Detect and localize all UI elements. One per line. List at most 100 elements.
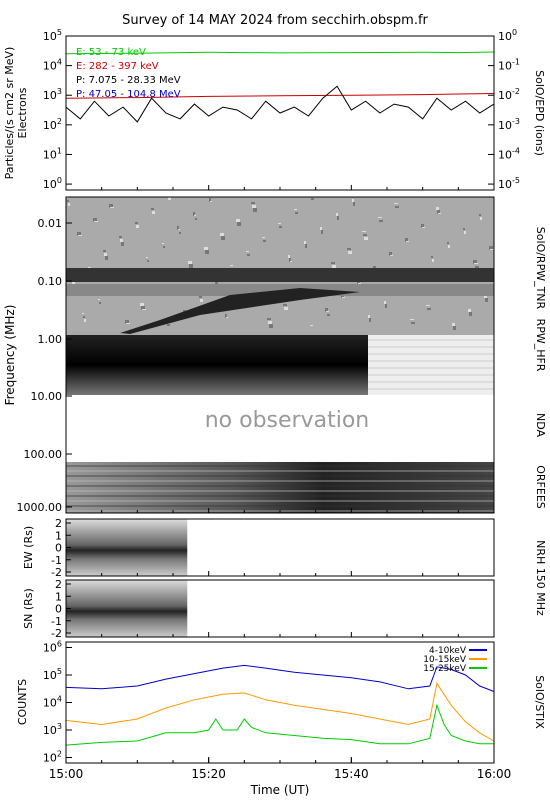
epd-ytick-right-label: 10-5	[498, 176, 520, 191]
tnr-speckle	[225, 314, 227, 318]
stix-ylabel: COUNTS	[16, 679, 29, 725]
tnr-speckle	[253, 208, 257, 212]
stix-ytick-label: 102	[43, 750, 62, 765]
epd-series-line	[65, 93, 495, 99]
stix-legend-entry: 15-25keV	[423, 664, 467, 674]
x-tick-label: 15:40	[334, 767, 369, 781]
tnr-speckle	[147, 260, 149, 262]
tnr-speckle	[167, 324, 170, 326]
tnr-speckle	[394, 203, 398, 204]
epd-ytick-label: 102	[43, 117, 62, 132]
tnr-speckle	[325, 308, 328, 312]
tnr-speckle	[421, 224, 424, 228]
tnr-speckle	[336, 213, 338, 216]
tnr-speckle	[104, 253, 107, 256]
tnr-speckle	[151, 208, 154, 210]
stix-ytick-label: 103	[43, 722, 62, 737]
tnr-speckle	[263, 240, 266, 242]
epd-ytick-label: 105	[43, 28, 62, 43]
nrh-image	[66, 519, 188, 576]
tnr-speckle	[199, 296, 202, 298]
tnr-speckle	[331, 262, 335, 264]
tnr-speckle	[109, 204, 113, 208]
hfr-light	[368, 335, 494, 395]
epd-ytick-label: 104	[43, 58, 62, 73]
stix-ytick-label: 106	[43, 640, 62, 655]
nrh-ytick-label: 1	[55, 590, 62, 603]
tnr-speckle	[162, 243, 164, 244]
tnr-speckle	[405, 238, 408, 242]
tnr-speckle	[125, 320, 129, 324]
tnr-speckle	[268, 321, 272, 324]
tnr-speckle	[480, 217, 482, 220]
tnr-speckle	[189, 264, 193, 268]
epd-right-label: SolO/EPD (ions)	[533, 70, 546, 156]
tnr-speckle	[135, 222, 138, 224]
tnr-speckle	[469, 312, 472, 316]
tnr-speckle	[236, 219, 240, 222]
tnr-speckle	[294, 209, 297, 210]
tnr-speckle	[204, 247, 208, 250]
tnr-speckle	[84, 319, 86, 322]
epd-legend-entry: P: 47.05 - 104.8 MeV	[76, 89, 181, 100]
stix-legend-entry: 10-15keV	[423, 655, 467, 665]
tnr-speckle	[215, 282, 218, 284]
tnr-speckle	[389, 252, 392, 256]
tnr-speckle	[368, 315, 370, 318]
x-axis-label: Time (UT)	[250, 783, 310, 797]
tnr-speckle	[99, 302, 101, 304]
tnr-speckle	[68, 203, 70, 206]
tnr-speckle	[220, 233, 224, 236]
tnr-speckle	[284, 307, 288, 310]
tnr-speckle	[67, 200, 69, 202]
tnr-speckle	[226, 317, 228, 318]
tnr-speckle	[311, 198, 314, 200]
nrh-ytick-label: -2	[51, 566, 62, 579]
tnr-speckle	[163, 246, 165, 248]
tnr-speckle	[453, 326, 456, 330]
tnr-speckle	[422, 227, 425, 228]
nrh-ytick-label: -1	[51, 615, 62, 628]
nrh-ytick-label: 2	[55, 578, 62, 591]
epd-ytick-right-label: 10-3	[498, 117, 520, 132]
stix-legend-entry: 4-10keV	[429, 646, 467, 656]
tnr-speckle	[332, 265, 336, 268]
epd-ytick-right-label: 10-1	[498, 58, 520, 73]
tnr-speckle	[82, 313, 84, 314]
epd-ytick-label: 103	[43, 87, 62, 102]
spectrogram-image	[66, 197, 494, 513]
band-label: SolO/RPW_TNR	[534, 227, 547, 310]
tnr-speckle	[489, 246, 493, 250]
hfr-dark	[66, 335, 368, 395]
tnr-speckle	[278, 223, 281, 224]
tnr-speckle	[426, 305, 430, 306]
tnr-speckle	[342, 297, 345, 298]
tnr-speckle	[437, 210, 440, 214]
epd-legend-entry: E: 53 - 73 keV	[76, 47, 146, 58]
tnr-speckle	[121, 242, 124, 246]
tnr-speckle	[347, 248, 351, 250]
stix-series-line	[65, 703, 494, 746]
spectro-ytick-label: 1.00	[38, 333, 63, 346]
stix-series-line	[65, 664, 495, 692]
tnr-speckle	[251, 202, 255, 204]
tnr-speckle	[119, 236, 122, 238]
tnr-speckle	[141, 306, 145, 310]
tnr-speckle	[142, 309, 146, 310]
tnr-speckle	[438, 213, 441, 214]
tnr-speckle	[177, 226, 179, 230]
nrh-label: NRH 150 MHz	[534, 540, 547, 616]
stix-right-label: SolO/STIX	[533, 675, 546, 729]
tnr-speckle	[83, 316, 85, 318]
tnr-speckle	[432, 259, 434, 262]
tnr-speckle	[390, 255, 393, 256]
tnr-speckle	[247, 254, 250, 256]
tnr-speckle	[406, 241, 409, 242]
band-label: ORFEES	[534, 465, 547, 509]
tnr-speckle	[188, 261, 192, 264]
no-observation-label: no observation	[205, 408, 370, 433]
tnr-speckle	[237, 222, 241, 226]
tnr-speckle	[452, 323, 455, 326]
epd-series-line	[65, 51, 495, 55]
